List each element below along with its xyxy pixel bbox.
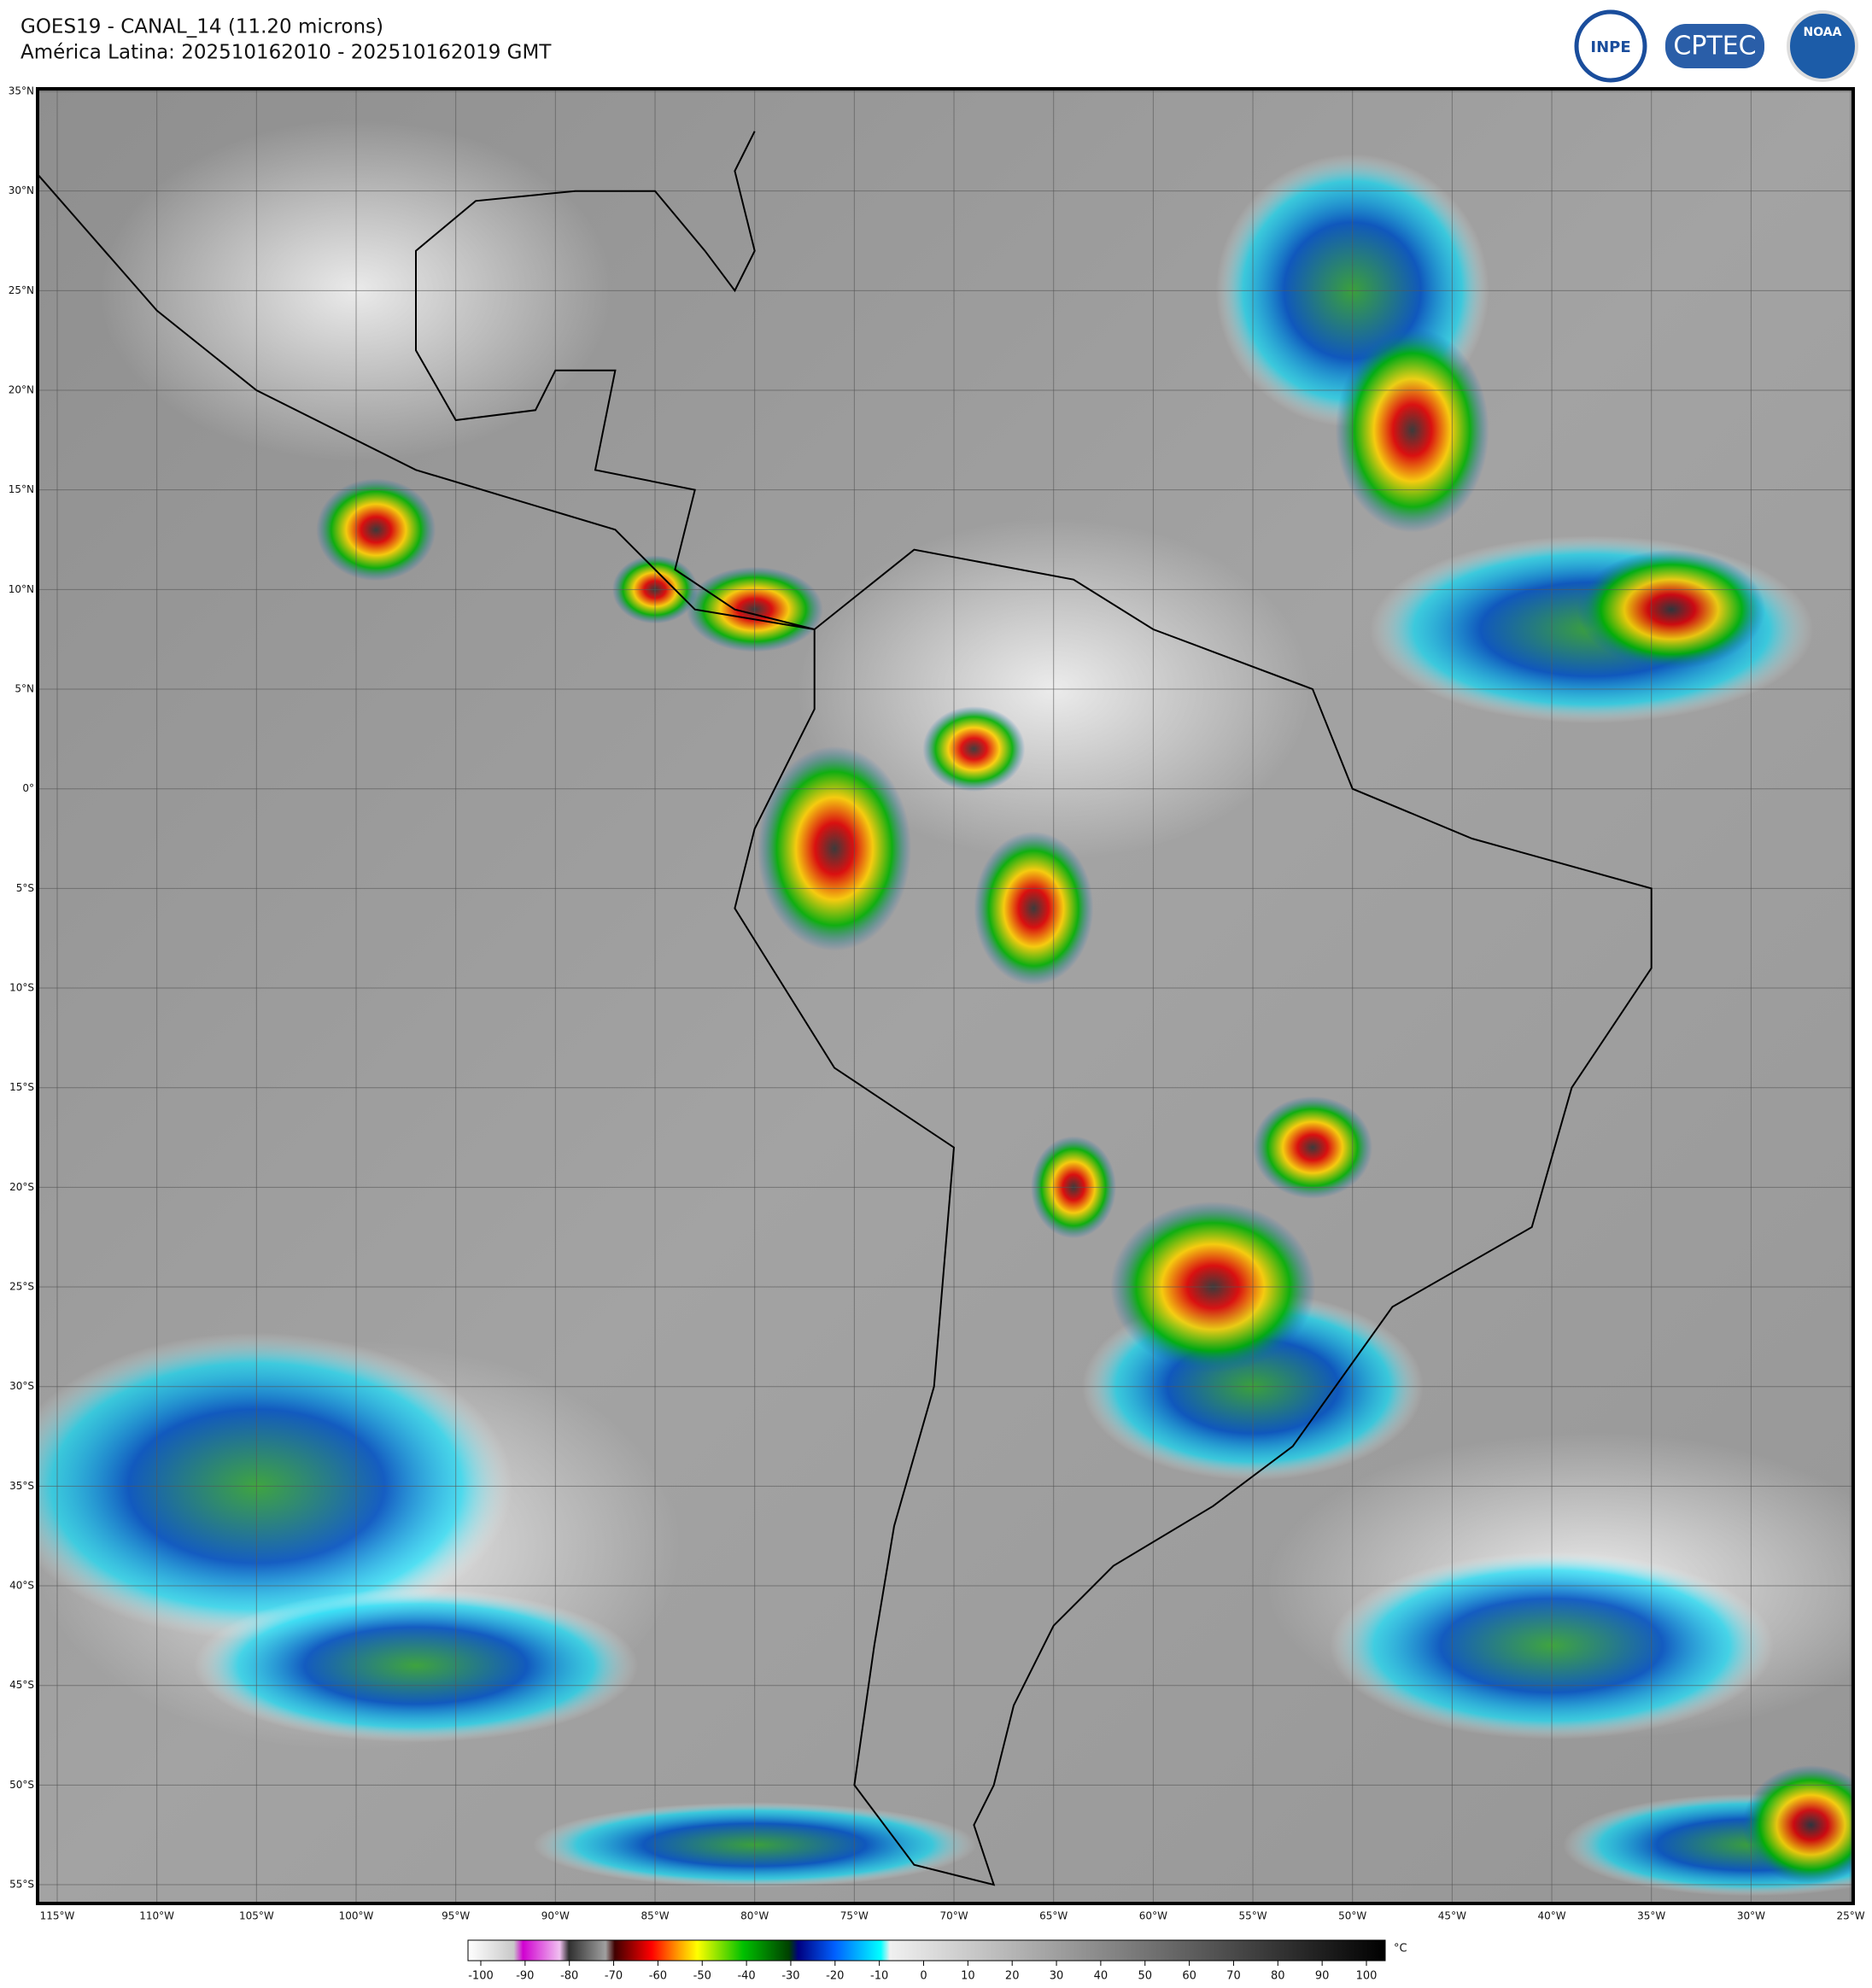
colorbar-tick-label: -50 <box>693 1970 711 1983</box>
colorbar-tick-label: -30 <box>781 1970 799 1983</box>
lon-label: 60°W <box>1139 1910 1167 1922</box>
title: GOES19 - CANAL_14 (11.20 microns) <box>20 16 383 38</box>
colorbar-tick-label: 50 <box>1138 1970 1152 1983</box>
colorbar-tick-label: -90 <box>516 1970 534 1983</box>
logo-text: CPTEC <box>1673 32 1756 61</box>
cloud <box>974 831 1094 985</box>
colorbar-unit: °C <box>1394 1943 1407 1956</box>
lat-label: 35°N <box>9 85 34 97</box>
cloud <box>1335 327 1489 533</box>
lat-label: 5°S <box>16 882 34 894</box>
colorbar-tick-label: 20 <box>1005 1970 1020 1983</box>
colorbar-tick-label: 90 <box>1315 1970 1330 1983</box>
colorbar-tick-label: 30 <box>1050 1970 1064 1983</box>
lat-label: 30°N <box>9 184 34 196</box>
coastline <box>734 548 1653 1886</box>
lon-label: 25°W <box>1836 1910 1864 1922</box>
lat-label: 10°N <box>9 583 34 595</box>
lat-label: 0° <box>22 782 34 794</box>
colorbar-tick-label: 100 <box>1356 1970 1378 1983</box>
map-frame <box>36 87 1855 1905</box>
colorbar-tick-label: 10 <box>961 1970 975 1983</box>
logo-noaa <box>1787 10 1858 82</box>
lon-label: 45°W <box>1438 1910 1466 1922</box>
cloud <box>316 478 436 582</box>
lon-label: 35°W <box>1637 1910 1665 1922</box>
coastline <box>38 131 815 630</box>
cloud <box>1577 549 1766 669</box>
lon-label: 75°W <box>840 1910 869 1922</box>
lat-label: 25°N <box>9 284 34 296</box>
lon-label: 90°W <box>541 1910 570 1922</box>
lat-label: 50°S <box>9 1779 34 1791</box>
lon-label: 70°W <box>939 1910 968 1922</box>
lat-label: 45°S <box>9 1679 34 1691</box>
colorbar-tick-label: -80 <box>560 1970 578 1983</box>
lat-label: 15°N <box>9 483 34 495</box>
colorbar-tick-label: -100 <box>468 1970 494 1983</box>
logo-inpe <box>1574 9 1647 83</box>
logo-cptec <box>1665 24 1764 68</box>
cloud <box>922 706 1026 792</box>
lat-label: 5°N <box>15 683 34 695</box>
lat-label: 20°N <box>9 384 34 396</box>
lon-label: 50°W <box>1338 1910 1366 1922</box>
lat-label: 30°S <box>9 1380 34 1392</box>
lat-label: 20°S <box>9 1181 34 1193</box>
colorbar-tick-label: 40 <box>1094 1970 1109 1983</box>
lon-label: 65°W <box>1039 1910 1068 1922</box>
lat-label: 15°S <box>9 1081 34 1093</box>
lat-label: 25°S <box>9 1281 34 1293</box>
subtitle: América Latina: 202510162010 - 202510162… <box>20 42 552 64</box>
logo-text: NOAA <box>1804 26 1842 39</box>
cloud <box>194 1588 639 1743</box>
logo-text: INPE <box>1590 38 1630 56</box>
lat-label: 10°S <box>9 982 34 994</box>
colorbar-tick-label: -10 <box>870 1970 888 1983</box>
cloud <box>758 746 912 951</box>
lon-label: 85°W <box>641 1910 669 1922</box>
lon-label: 40°W <box>1537 1910 1565 1922</box>
lon-label: 80°W <box>740 1910 769 1922</box>
colorbar-tick-label: 70 <box>1226 1970 1241 1983</box>
cloud <box>1742 1765 1853 1886</box>
logos: INPE CPTEC NOAA <box>1574 9 1858 83</box>
cloud <box>1253 1096 1373 1199</box>
colorbar-tick-label: 0 <box>920 1970 927 1983</box>
lon-label: 30°W <box>1737 1910 1765 1922</box>
grid <box>38 89 1853 1903</box>
lon-label: 95°W <box>442 1910 470 1922</box>
lat-label: 55°S <box>9 1879 34 1891</box>
lon-label: 105°W <box>239 1910 274 1922</box>
colorbar-tick-label: -20 <box>826 1970 844 1983</box>
lon-label: 110°W <box>139 1910 174 1922</box>
colorbar-tick-label: 80 <box>1271 1970 1285 1983</box>
colorbar-tick-label: -70 <box>605 1970 623 1983</box>
lat-label: 35°S <box>9 1480 34 1492</box>
colorbar <box>467 1939 1386 1962</box>
lon-label: 100°W <box>339 1910 374 1922</box>
lon-label: 55°W <box>1238 1910 1267 1922</box>
colorbar-tick-label: -60 <box>649 1970 667 1983</box>
lat-label: 40°S <box>9 1580 34 1592</box>
colorbar-tick-label: 60 <box>1182 1970 1196 1983</box>
lon-label: 115°W <box>40 1910 75 1922</box>
map <box>38 89 1853 1903</box>
colorbar-tick-label: -40 <box>737 1970 755 1983</box>
